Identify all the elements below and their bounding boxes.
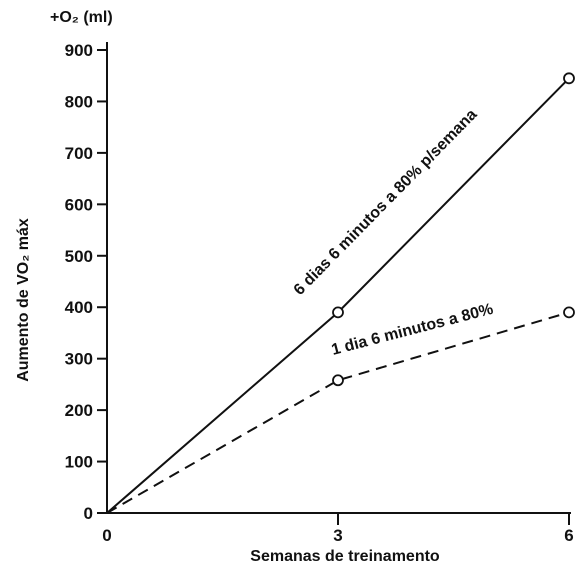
y-tick-label: 800 (65, 92, 93, 111)
y-tick-label: 600 (65, 195, 93, 214)
y-tick-label: 900 (65, 41, 93, 60)
series-layer (106, 72, 575, 514)
axes (106, 42, 571, 514)
y-tick-label: 500 (65, 247, 93, 266)
y-tick-label: 100 (65, 453, 93, 472)
y-tick-label: 700 (65, 144, 93, 163)
x-axis-ticks: 0 3 6 (102, 513, 574, 545)
x-tick-label: 6 (564, 526, 573, 545)
data-point (563, 72, 575, 85)
y-axis-unit: +O₂ (ml) (50, 9, 113, 26)
data-point (332, 306, 344, 319)
y-axis-title: Aumento de VO₂ máx (15, 218, 32, 382)
y-tick-label: 300 (65, 350, 93, 369)
y-tick-label: 0 (84, 504, 93, 523)
x-axis-title: Semanas de treinamento (250, 548, 440, 565)
series-label-dashed: 1 dia 6 minutos a 80% (330, 301, 495, 359)
x-tick-label: 3 (333, 526, 342, 545)
series-line (106, 77, 570, 514)
y-tick-label: 200 (65, 401, 93, 420)
data-point (332, 374, 344, 387)
x-tick-label: 0 (102, 526, 111, 545)
y-tick-label: 400 (65, 298, 93, 317)
series-solid (106, 72, 575, 514)
y-axis-ticks: 0 100 200 300 400 500 600 700 800 900 (65, 41, 107, 523)
series-label-solid: 6 dias 6 minutos a 80% p/semana (291, 106, 481, 299)
data-point (563, 306, 575, 319)
series-dashed (106, 306, 575, 514)
